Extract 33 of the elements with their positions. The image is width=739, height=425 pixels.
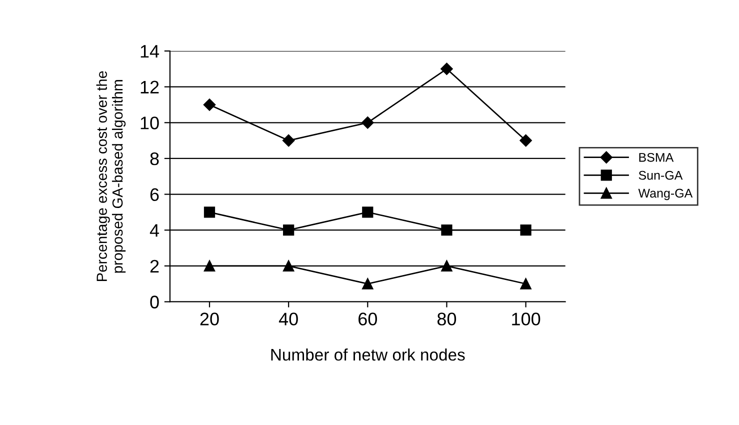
y-axis-title: Percentage excess cost over the proposed GA-based algorithm xyxy=(96,71,126,281)
point xyxy=(204,260,216,272)
y-tick-label: 12 xyxy=(140,80,159,94)
legend-label: Wang-GA xyxy=(638,188,693,200)
point xyxy=(282,134,295,147)
point xyxy=(283,224,294,236)
x-axis-title: Number of netw ork nodes xyxy=(271,348,465,361)
point xyxy=(520,278,532,290)
y-tick-label: 6 xyxy=(150,188,159,202)
point xyxy=(362,278,374,290)
x-tick-label: 60 xyxy=(358,312,377,326)
y-tick-label: 4 xyxy=(150,224,160,237)
x-tick-label: 20 xyxy=(200,312,219,326)
point xyxy=(283,260,294,272)
y-tick-label: 8 xyxy=(150,152,159,166)
point xyxy=(362,206,374,218)
y-tick-label: 2 xyxy=(150,260,159,272)
x-tick-label: 100 xyxy=(512,312,540,326)
x-tick-label: 80 xyxy=(437,312,456,326)
point xyxy=(203,98,216,111)
point xyxy=(441,260,452,272)
point xyxy=(520,224,532,236)
y-tick-label: 0 xyxy=(150,296,159,308)
x-tick-label: 40 xyxy=(278,312,298,326)
point xyxy=(440,62,453,76)
legend-label: Sun-GA xyxy=(638,170,683,180)
point xyxy=(204,206,216,218)
legend-label: BSMA xyxy=(639,152,674,162)
point xyxy=(520,134,532,147)
y-tick-label: 10 xyxy=(140,116,159,130)
y-tick-label: 14 xyxy=(140,45,160,58)
point xyxy=(362,116,374,129)
point xyxy=(441,224,452,236)
